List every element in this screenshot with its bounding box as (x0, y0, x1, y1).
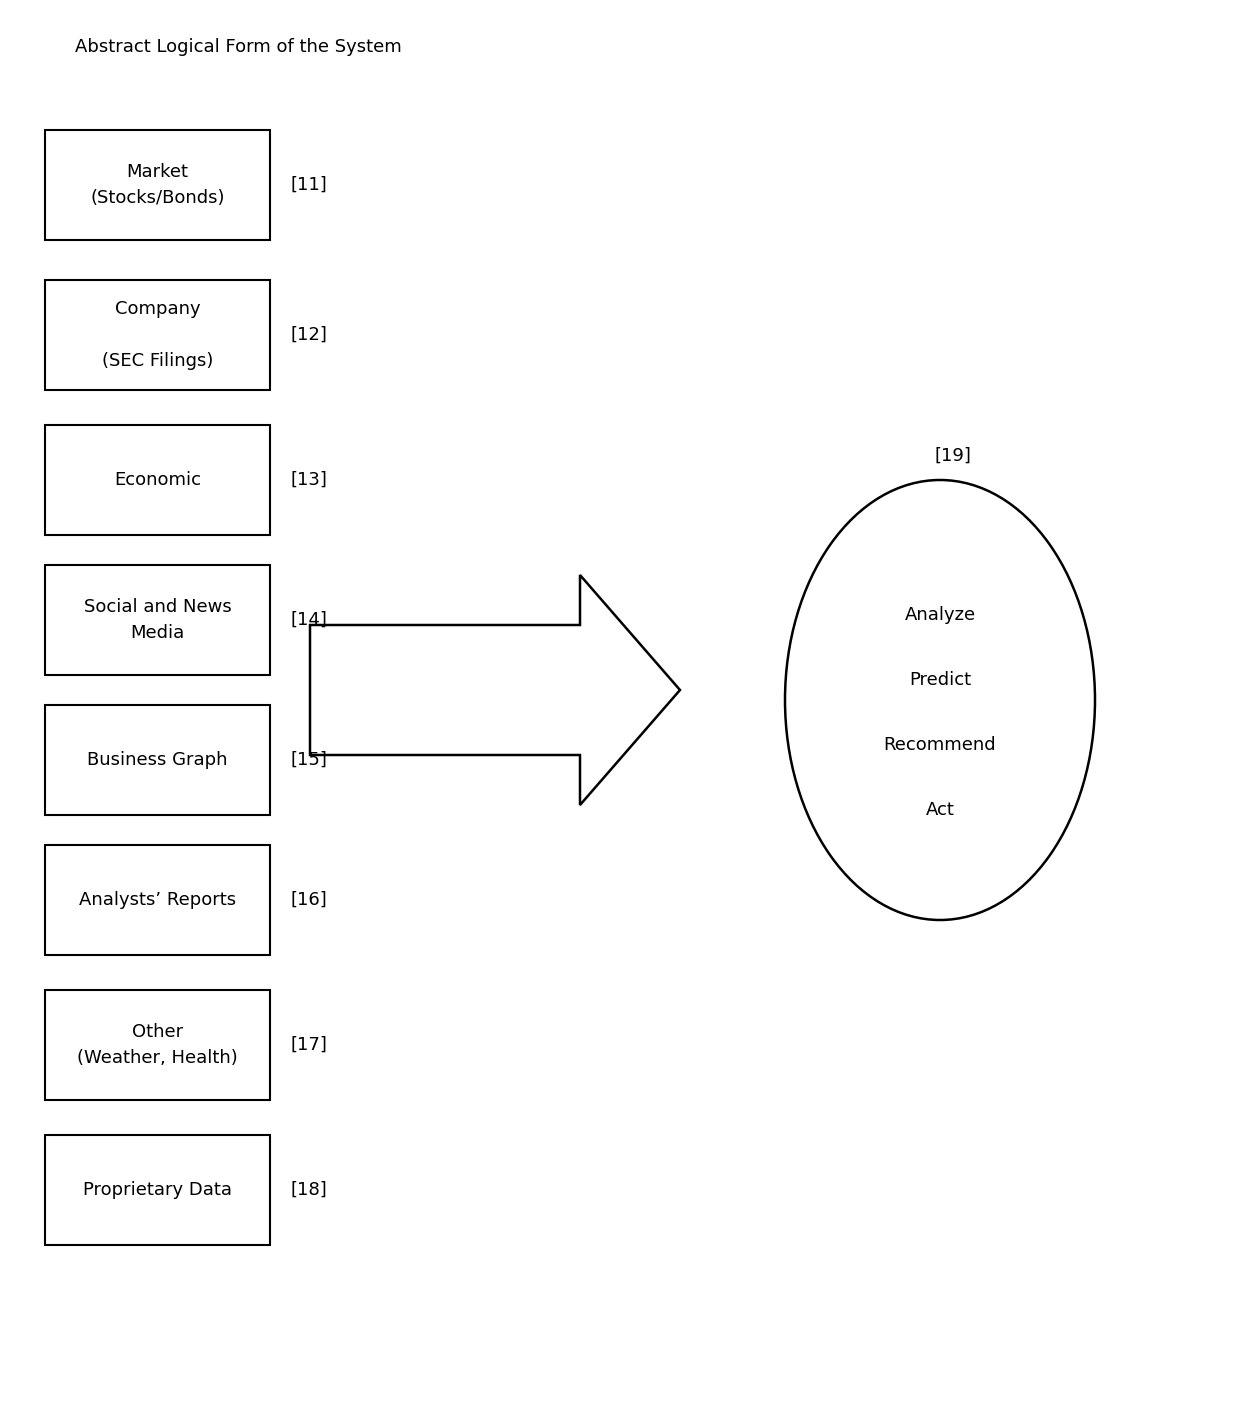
Text: Act: Act (925, 801, 955, 820)
Bar (45, 845, 270, 955)
Text: Proprietary Data: Proprietary Data (83, 1181, 232, 1199)
Text: [12]: [12] (290, 326, 327, 344)
Text: Analysts’ Reports: Analysts’ Reports (79, 891, 236, 910)
Text: [16]: [16] (290, 891, 327, 910)
Text: Social and News
Media: Social and News Media (83, 598, 232, 643)
Text: Company

(SEC Filings): Company (SEC Filings) (102, 299, 213, 370)
Text: Economic: Economic (114, 471, 201, 489)
Bar (45, 129, 270, 240)
Bar (45, 704, 270, 815)
Bar (45, 1135, 270, 1244)
Text: Other
(Weather, Health): Other (Weather, Health) (77, 1022, 238, 1067)
Text: [17]: [17] (290, 1036, 327, 1054)
Text: Abstract Logical Form of the System: Abstract Logical Form of the System (74, 38, 402, 56)
Text: [13]: [13] (290, 471, 327, 489)
Text: [14]: [14] (290, 612, 327, 628)
Text: Analyze: Analyze (904, 606, 976, 624)
Ellipse shape (785, 479, 1095, 920)
Text: Recommend: Recommend (884, 735, 996, 754)
Text: [15]: [15] (290, 751, 327, 769)
Bar (45, 425, 270, 536)
Polygon shape (310, 575, 680, 806)
Bar (45, 280, 270, 389)
Text: [19]: [19] (935, 447, 972, 465)
Text: Business Graph: Business Graph (87, 751, 228, 769)
Text: Predict: Predict (909, 671, 971, 689)
Text: [18]: [18] (290, 1181, 327, 1199)
Text: Market
(Stocks/Bonds): Market (Stocks/Bonds) (91, 163, 224, 207)
Text: [11]: [11] (290, 176, 327, 194)
Bar (45, 565, 270, 675)
Bar (45, 990, 270, 1099)
